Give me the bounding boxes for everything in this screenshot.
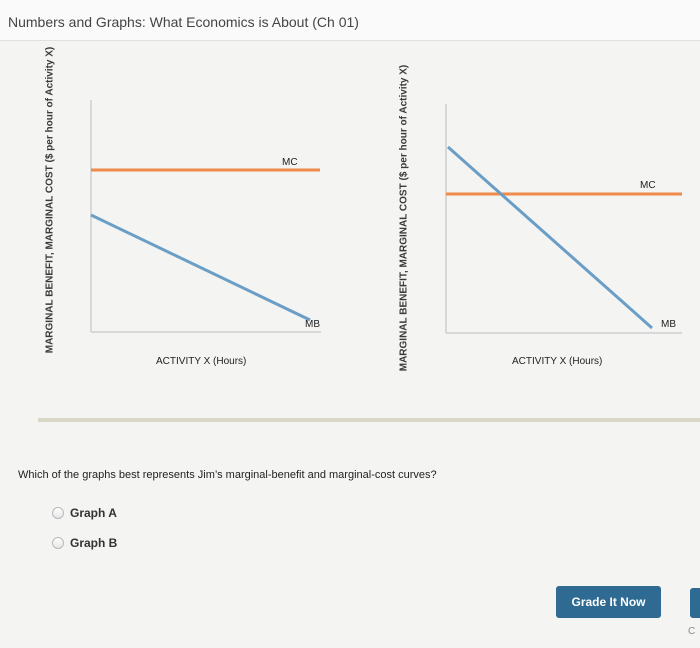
graph-a-mb-label: MB bbox=[305, 319, 320, 330]
page-title: Numbers and Graphs: What Economics is Ab… bbox=[8, 14, 359, 30]
graph-a-y-axis-label: MARGINAL BENEFIT, MARGINAL COST ($ per h… bbox=[44, 46, 56, 354]
option-graph-a[interactable]: Graph A bbox=[52, 504, 117, 522]
graph-a: MC MB bbox=[90, 100, 321, 333]
option-graph-b[interactable]: Graph B bbox=[52, 534, 117, 552]
graph-b-x-axis-label: ACTIVITY X (Hours) bbox=[512, 356, 603, 367]
partial-edge-button[interactable] bbox=[690, 588, 700, 618]
graph-b: MC MB bbox=[445, 104, 682, 334]
graph-a-mc-label: MC bbox=[282, 157, 298, 168]
question-text: Which of the graphs best represents Jim’… bbox=[18, 469, 437, 481]
grade-it-now-button[interactable]: Grade It Now bbox=[556, 586, 661, 618]
graph-b-y-axis-label: MARGINAL BENEFIT, MARGINAL COST ($ per h… bbox=[398, 64, 410, 372]
partial-edge-text: C bbox=[688, 626, 696, 637]
option-graph-b-label[interactable]: Graph B bbox=[70, 536, 118, 550]
radio-graph-b[interactable] bbox=[52, 537, 64, 549]
graph-a-x-axis-label: ACTIVITY X (Hours) bbox=[156, 356, 247, 367]
graph-b-mc-label: MC bbox=[640, 180, 656, 191]
section-divider bbox=[38, 418, 700, 422]
graph-b-mb-label: MB bbox=[661, 319, 676, 330]
option-graph-a-label[interactable]: Graph A bbox=[70, 506, 117, 520]
header-bar: Numbers and Graphs: What Economics is Ab… bbox=[0, 0, 700, 41]
radio-graph-a[interactable] bbox=[52, 507, 64, 519]
graph-a-mb-line bbox=[90, 213, 311, 322]
graph-b-mb-line bbox=[447, 145, 653, 330]
